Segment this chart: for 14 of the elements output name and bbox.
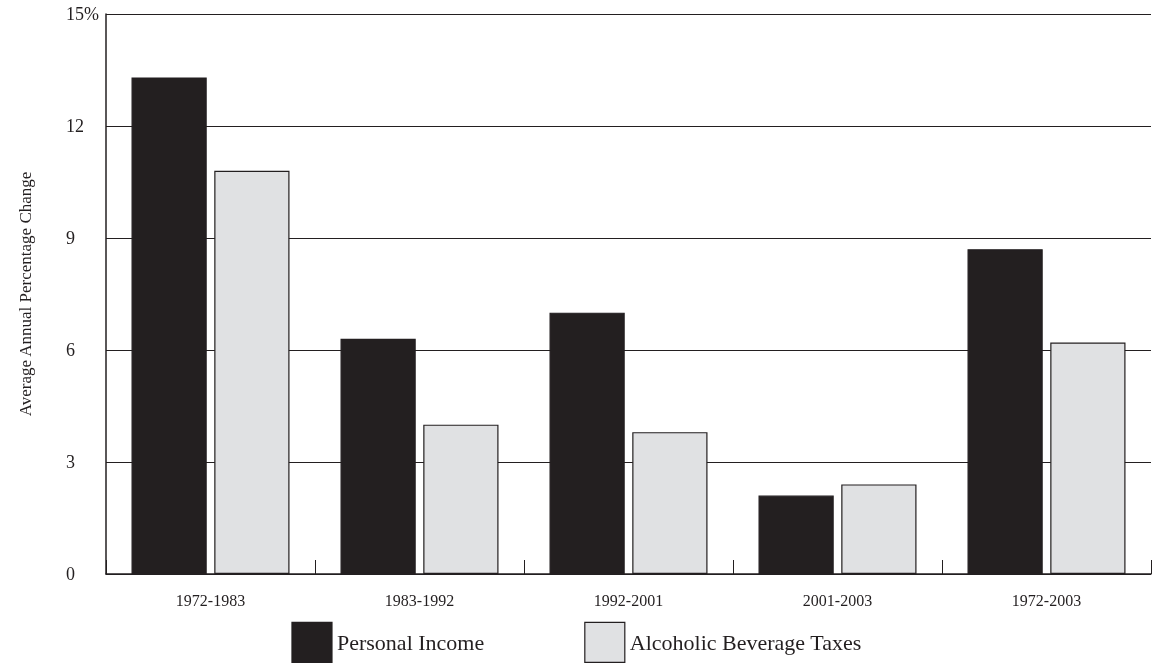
legend-label: Personal Income [336,629,485,655]
legend-label: Alcoholic Beverage Taxes [629,629,862,655]
x-tick-label: 1972-1983 [175,591,246,609]
x-tick-label: 1983-1992 [384,591,455,609]
x-tick-label: 1972-2003 [1011,591,1082,609]
y-tick-label: 6 [66,340,75,360]
x-tick-label: 2001-2003 [802,591,873,609]
y-tick-label: 9 [66,228,75,248]
y-tick-label: 12 [66,116,84,136]
y-tick-label: 0 [66,564,75,584]
x-tick-label: 1992-2001 [593,591,664,609]
y-tick-label: 3 [66,452,75,472]
y-axis-title: Average Annual Percentage Change [16,171,35,417]
y-tick-label: 15% [66,4,99,24]
